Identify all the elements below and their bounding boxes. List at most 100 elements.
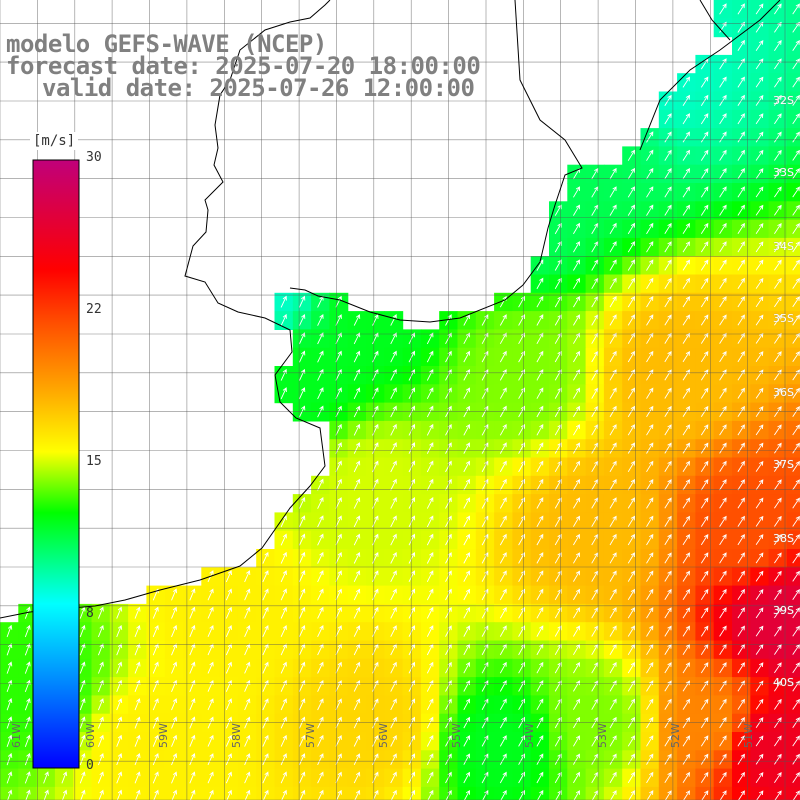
wind-arrow <box>573 350 580 363</box>
wind-arrow <box>390 753 397 766</box>
wind-arrow <box>737 113 745 125</box>
wind-arrow <box>737 442 745 454</box>
wind-arrow <box>481 735 489 747</box>
wind-arrow <box>774 662 782 674</box>
wind-arrow <box>353 643 361 656</box>
wind-arrow <box>426 588 434 601</box>
wind-arrow <box>372 661 379 674</box>
wind-arrow <box>664 717 672 729</box>
wind-arrow <box>682 387 691 399</box>
wind-arrow <box>554 350 562 363</box>
wind-arrow <box>737 3 745 15</box>
wind-arrow <box>43 771 49 784</box>
wind-arrow <box>682 552 691 564</box>
wind-arrow <box>372 570 379 582</box>
wind-arrow <box>627 607 635 619</box>
wind-arrow <box>719 570 727 582</box>
wind-arrow <box>262 716 269 729</box>
wind-arrow <box>481 625 489 637</box>
wind-cell <box>786 219 800 239</box>
lon-label: 51W <box>742 723 755 748</box>
wind-cell <box>658 786 678 800</box>
wind-arrow <box>664 314 672 326</box>
wind-arrow <box>700 552 709 564</box>
wind-arrow <box>335 295 342 308</box>
wind-arrow <box>499 497 507 509</box>
wind-arrow <box>682 717 691 729</box>
wind-arrow <box>499 753 507 765</box>
wind-arrow <box>737 735 745 747</box>
wind-arrow <box>609 735 617 747</box>
wind-arrow <box>755 3 764 15</box>
wind-arrow <box>536 332 544 345</box>
wind-arrow <box>609 350 617 363</box>
lat-label: 32S <box>773 94 794 107</box>
wind-arrow <box>481 515 489 528</box>
wind-arrow <box>573 552 580 564</box>
wind-arrow <box>463 570 470 582</box>
wind-arrow <box>244 716 251 729</box>
wind-arrow <box>646 131 654 143</box>
wind-arrow <box>609 204 617 216</box>
wind-arrow <box>353 460 361 473</box>
wind-arrow <box>792 259 800 271</box>
wind-arrow <box>225 753 232 766</box>
wind-arrow <box>372 698 379 711</box>
wind-arrow <box>682 168 691 180</box>
wind-arrow <box>536 771 544 784</box>
wind-arrow <box>792 442 800 454</box>
wind-arrow <box>719 698 727 710</box>
wind-arrow <box>225 698 232 711</box>
wind-arrow <box>755 351 764 363</box>
wind-arrow <box>700 442 709 454</box>
wind-arrow <box>737 497 745 509</box>
wind-arrow <box>390 332 397 345</box>
wind-arrow <box>737 186 745 198</box>
wind-arrow <box>262 753 269 766</box>
wind-arrow <box>737 149 745 161</box>
wind-arrow <box>481 588 489 601</box>
wind-arrow <box>171 606 178 619</box>
wind-arrow <box>280 368 287 381</box>
wind-arrow <box>664 222 672 235</box>
wind-arrow <box>646 515 654 527</box>
lat-label: 40S <box>773 676 794 689</box>
wind-arrow <box>280 588 287 601</box>
wind-cell <box>786 109 800 129</box>
wind-arrow <box>792 332 800 344</box>
wind-cell <box>786 786 800 800</box>
wind-arrow <box>555 790 562 800</box>
wind-arrow <box>554 222 562 235</box>
wind-arrow <box>627 552 635 564</box>
wind-arrow <box>700 277 709 289</box>
wind-arrow <box>609 259 617 271</box>
wind-cell <box>786 366 800 385</box>
wind-arrow <box>298 350 306 363</box>
wind-arrow <box>24 771 31 784</box>
wind-arrow <box>372 387 379 399</box>
wind-arrow <box>682 424 691 436</box>
wind-arrow <box>372 753 379 765</box>
wind-cell <box>786 658 800 678</box>
wind-arrow <box>719 222 727 235</box>
wind-arrow <box>262 698 269 711</box>
wind-arrow <box>408 460 416 473</box>
wind-arrow <box>792 58 800 70</box>
wind-arrow <box>792 790 800 800</box>
wind-arrow <box>682 698 691 710</box>
coastline-east <box>289 0 781 323</box>
wind-arrow <box>755 296 764 308</box>
wind-cell <box>36 786 56 800</box>
colorbar-tick: 0 <box>86 758 94 773</box>
wind-arrow <box>116 698 123 711</box>
wind-arrow <box>627 149 635 161</box>
wind-arrow <box>682 771 691 784</box>
wind-arrow <box>682 515 691 527</box>
wind-arrow <box>609 753 617 765</box>
wind-arrow <box>372 551 379 564</box>
wind-arrow <box>244 625 251 637</box>
wind-arrow <box>755 21 764 33</box>
wind-arrow <box>499 552 507 564</box>
wind-arrow <box>664 186 672 198</box>
wind-arrow <box>408 387 416 400</box>
